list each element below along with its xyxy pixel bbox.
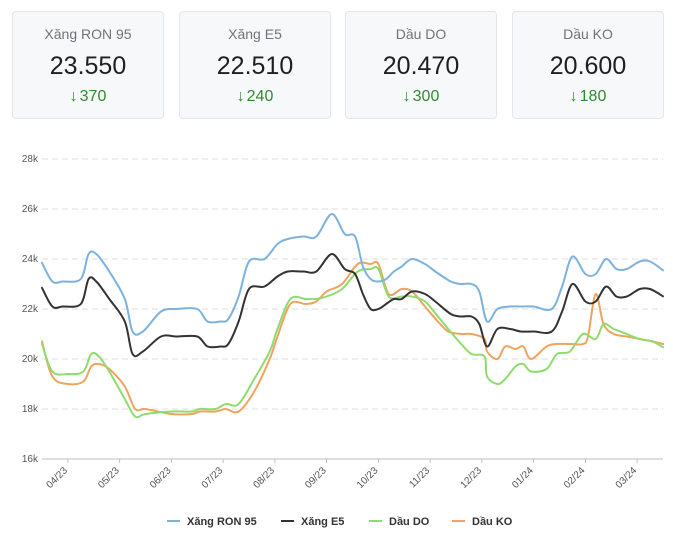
card-label: Dầu KO: [563, 26, 613, 42]
series-line: [41, 253, 664, 358]
x-tick-label: 01/24: [510, 465, 536, 491]
card-change-value: 300: [412, 88, 440, 105]
price-card-e5: Xăng E5 22.510 ↓ 240: [179, 11, 331, 119]
x-tick-label: 02/24: [562, 465, 588, 491]
card-label: Xăng E5: [228, 26, 282, 42]
legend-label: Dầu KO: [472, 516, 513, 528]
card-label: Xăng RON 95: [44, 26, 132, 42]
legend-item[interactable]: Xăng RON 95: [167, 516, 257, 528]
price-cards: Xăng RON 95 23.550 ↓ 370 Xăng E5 22.510 ↓…: [12, 11, 666, 121]
price-card-ron95: Xăng RON 95 23.550 ↓ 370: [12, 11, 164, 119]
arrow-down-icon: ↓: [402, 88, 411, 105]
card-price: 22.510: [216, 52, 294, 80]
y-tick-label: 24k: [22, 254, 39, 265]
x-tick-label: 08/23: [252, 465, 278, 491]
arrow-down-icon: ↓: [569, 88, 578, 105]
x-tick-label: 09/23: [303, 465, 329, 491]
y-tick-label: 20k: [22, 354, 39, 365]
x-tick-label: 11/23: [407, 465, 432, 490]
x-tick-label: 12/23: [459, 465, 485, 491]
x-tick-label: 10/23: [355, 465, 381, 491]
price-card-do: Dầu DO 20.470 ↓ 300: [345, 11, 497, 119]
y-tick-label: 16k: [22, 454, 39, 465]
x-tick-label: 05/23: [96, 465, 122, 491]
card-price: 23.550: [49, 52, 127, 80]
legend-item[interactable]: Dầu DO: [369, 516, 430, 528]
card-change: ↓ 370: [13, 88, 163, 106]
price-line-chart: 16k 18k 20k 22k 24k 26k 28k 04/23 05/23 06/23 07/…: [22, 154, 664, 528]
x-tick-label: 04/23: [45, 465, 71, 491]
card-price: 20.600: [549, 52, 627, 80]
card-change-value: 370: [79, 88, 107, 105]
series-line: [41, 213, 664, 336]
legend-label: Xăng RON 95: [187, 516, 257, 528]
x-tick-label: 06/23: [148, 465, 174, 491]
legend-item[interactable]: Dầu KO: [452, 516, 513, 528]
price-card-ko: Dầu KO 20.600 ↓ 180: [512, 11, 664, 119]
card-change: ↓ 180: [513, 88, 663, 106]
y-axis: 16k 18k 20k 22k 24k 26k 28k: [22, 154, 39, 465]
card-change-value: 180: [579, 88, 607, 105]
y-tick-label: 18k: [22, 404, 39, 415]
series-line: [41, 265, 664, 419]
card-change-value: 240: [246, 88, 274, 105]
y-tick-label: 28k: [22, 154, 39, 165]
x-tick-label: 07/23: [200, 465, 226, 491]
legend-label: Dầu DO: [389, 516, 430, 528]
series-line: [41, 260, 664, 416]
x-axis: 04/23 05/23 06/23 07/23 08/23 09/23 10/23 11/23…: [45, 459, 640, 491]
chart-grid: [42, 158, 663, 460]
arrow-down-icon: ↓: [236, 88, 245, 105]
card-change: ↓ 300: [346, 88, 496, 106]
legend-label: Xăng E5: [301, 516, 344, 528]
y-tick-label: 22k: [22, 304, 39, 315]
card-change: ↓ 240: [180, 88, 330, 106]
arrow-down-icon: ↓: [69, 88, 78, 105]
card-label: Dầu DO: [395, 26, 447, 42]
card-price: 20.470: [382, 52, 460, 80]
legend-item[interactable]: Xăng E5: [281, 516, 344, 528]
chart-series: [41, 213, 664, 419]
x-tick-label: 03/24: [614, 465, 640, 491]
y-tick-label: 26k: [22, 204, 39, 215]
chart-legend[interactable]: Xăng RON 95 Xăng E5 Dầu DO Dầu KO: [167, 516, 513, 528]
